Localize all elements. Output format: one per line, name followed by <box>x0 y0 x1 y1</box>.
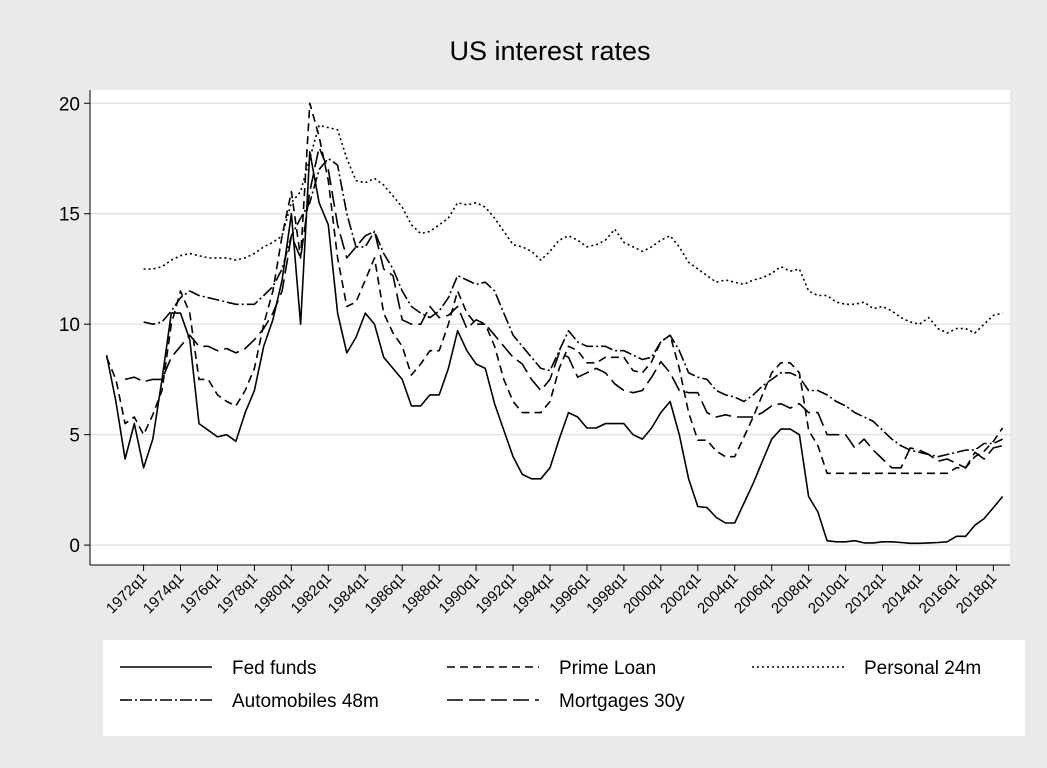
y-tick-label: 5 <box>69 426 80 447</box>
legend-label: Prime Loan <box>559 658 656 679</box>
series-line <box>105 102 1004 475</box>
plot-area <box>90 90 1010 565</box>
y-tick-label: 10 <box>59 315 80 336</box>
legend-label: Mortgages 30y <box>559 691 685 712</box>
series-line <box>105 151 1004 545</box>
legend-label: Fed funds <box>232 658 317 679</box>
y-tick-label: 0 <box>69 536 80 557</box>
y-tick-label: 15 <box>59 205 80 226</box>
series-line <box>143 124 1003 334</box>
y-tick-label: 20 <box>59 94 80 115</box>
legend-label: Automobiles 48m <box>232 691 379 712</box>
legend-label: Personal 24m <box>864 658 981 679</box>
legend <box>103 640 1025 736</box>
chart-title: US interest rates <box>449 36 650 66</box>
series-line <box>143 157 1003 458</box>
